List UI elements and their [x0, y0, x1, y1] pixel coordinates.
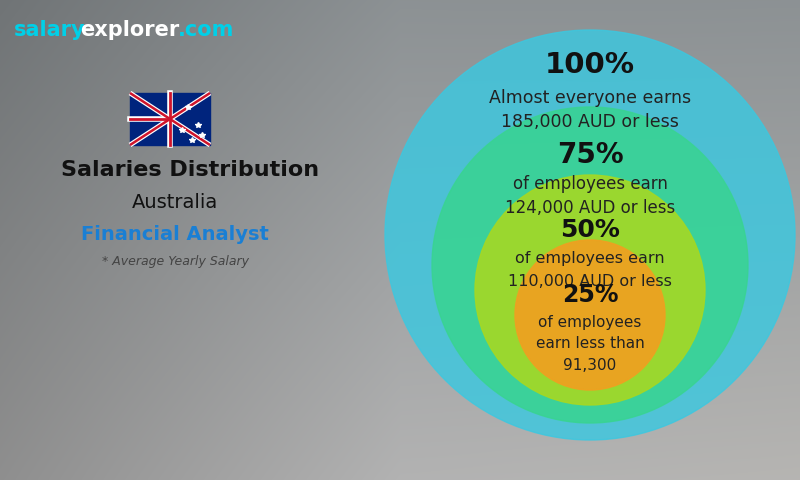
Text: of employees earn: of employees earn	[515, 251, 665, 265]
Circle shape	[515, 240, 665, 390]
Text: of employees earn: of employees earn	[513, 175, 667, 193]
Text: 110,000 AUD or less: 110,000 AUD or less	[508, 275, 672, 289]
Text: 50%: 50%	[560, 218, 620, 242]
Text: Australia: Australia	[132, 192, 218, 212]
Text: 124,000 AUD or less: 124,000 AUD or less	[505, 199, 675, 217]
Circle shape	[475, 175, 705, 405]
Text: explorer: explorer	[80, 20, 179, 40]
Text: Financial Analyst: Financial Analyst	[81, 226, 269, 244]
Text: * Average Yearly Salary: * Average Yearly Salary	[102, 255, 249, 268]
Text: 25%: 25%	[562, 283, 618, 307]
Circle shape	[385, 30, 795, 440]
Text: 100%: 100%	[545, 51, 635, 79]
Text: Salaries Distribution: Salaries Distribution	[61, 160, 319, 180]
Circle shape	[432, 107, 748, 423]
Text: 91,300: 91,300	[563, 359, 617, 373]
Text: Almost everyone earns: Almost everyone earns	[489, 89, 691, 107]
Text: of employees: of employees	[538, 314, 642, 329]
Bar	[130, 93, 210, 145]
Text: .com: .com	[178, 20, 234, 40]
Text: 75%: 75%	[557, 141, 623, 169]
Text: 185,000 AUD or less: 185,000 AUD or less	[501, 113, 679, 131]
Text: earn less than: earn less than	[536, 336, 644, 351]
Text: salary: salary	[14, 20, 86, 40]
